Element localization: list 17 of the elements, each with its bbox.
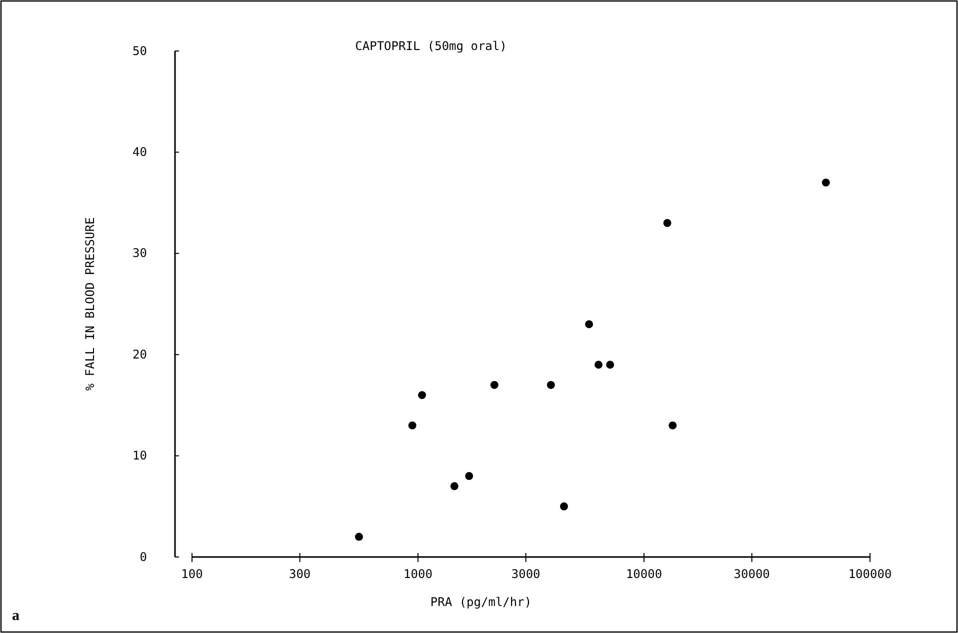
x-tick-label: 300: [288, 567, 311, 582]
x-tick-label: 3000: [511, 567, 540, 582]
x-tick-label: 1000: [404, 567, 432, 582]
x-axis-title: PRA (pg/ml/hr): [430, 595, 532, 609]
y-tick-label: 50: [132, 44, 147, 58]
chart-title: CAPTOPRIL (50mg oral): [355, 39, 507, 53]
x-tick-label: 100000: [848, 567, 892, 582]
y-tick-label: 0: [140, 550, 147, 564]
y-tick-label: 30: [132, 246, 147, 260]
text: a: [12, 608, 20, 624]
y-tick-label: 20: [132, 347, 147, 362]
y-axis-title: % FALL IN BLOOD PRESSURE: [83, 217, 97, 391]
x-tick-label: 100: [181, 567, 203, 582]
x-tick-label: 30000: [734, 567, 770, 582]
y-tick-label: 40: [132, 145, 147, 160]
y-tick-label: 10: [132, 448, 147, 463]
x-tick-label: 10000: [626, 567, 662, 582]
